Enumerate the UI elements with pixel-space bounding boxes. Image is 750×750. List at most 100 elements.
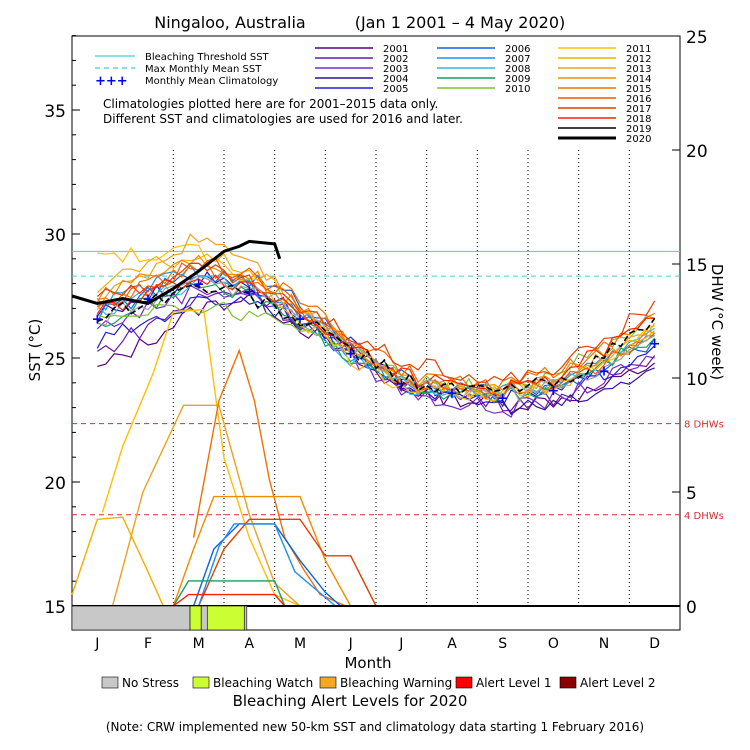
x-tick-label: A	[245, 636, 255, 652]
y-left-tick-label: 15	[44, 598, 66, 618]
dhw-series-2012	[71, 516, 164, 607]
year-legend-label: 2012	[626, 54, 651, 65]
y-left-tick-label: 20	[44, 474, 66, 494]
chart-title: Ningaloo, Australia	[154, 13, 305, 32]
x-tick-label: O	[548, 636, 559, 652]
climatology-point: +	[446, 386, 458, 402]
climatology-point: +	[142, 291, 154, 307]
chart-date-range: (Jan 1 2001 – 4 May 2020)	[355, 13, 566, 32]
sst-series-2009	[97, 282, 656, 404]
year-legend-label: 2010	[505, 84, 530, 95]
alert-bar-segment	[71, 605, 191, 631]
dhw-series-2013	[111, 404, 301, 607]
dhw-series-2017	[198, 518, 377, 607]
y-right-tick-label: 0	[686, 598, 697, 618]
climatology-point: +	[598, 363, 610, 379]
climatology-point: +	[547, 383, 559, 399]
sst-series-2019-black	[97, 284, 656, 395]
legend-label: Bleaching Threshold SST	[145, 52, 270, 63]
dhw-series-2014	[172, 495, 352, 607]
year-legend-label: 2015	[626, 84, 651, 95]
sst-series-2016	[97, 257, 656, 400]
climatology-point: +	[345, 346, 357, 362]
year-legend-label: 2011	[626, 44, 651, 55]
year-legend-label: 2018	[626, 114, 651, 125]
y-right-tick-label: 20	[686, 142, 708, 162]
climatology-note: Different SST and climatologies are used…	[103, 112, 463, 126]
sst-series-2015	[97, 261, 655, 395]
year-legend-label: 2013	[626, 64, 651, 75]
year-legend-label: 2004	[383, 74, 408, 85]
x-tick-label: A	[447, 636, 457, 652]
year-legend-label: 2007	[505, 54, 530, 65]
sst-series-2019	[97, 274, 655, 403]
x-tick-label: M	[193, 636, 205, 652]
y-right-axis-title: DHW (°C week)	[708, 264, 726, 380]
alert-legend-title: Bleaching Alert Levels for 2020	[233, 692, 468, 710]
year-legend-label: 2009	[505, 74, 530, 85]
y-left-axis-title: SST (°C)	[26, 319, 44, 382]
y-right-tick-label: 15	[686, 256, 708, 276]
dhw-series-2018	[172, 593, 286, 607]
year-legend-label: 2001	[383, 44, 408, 55]
sst-series-2017	[96, 262, 656, 384]
climatology-point: +	[91, 311, 103, 327]
legend-swatch: +++	[95, 74, 128, 89]
dhw-series-2015	[192, 348, 346, 607]
y-left-tick-label: 25	[44, 350, 66, 370]
year-legend-label: 2003	[383, 64, 408, 75]
year-legend-label: 2017	[626, 104, 651, 115]
climatology-point: +	[243, 284, 255, 300]
footnote: (Note: CRW implemented new 50-km SST and…	[105, 720, 645, 734]
climatology-point: +	[193, 277, 205, 293]
dhw-series-2011	[101, 308, 301, 607]
year-legend-label: 2014	[626, 74, 651, 85]
dhw-threshold-label: 8 DHWs	[684, 420, 724, 431]
climatology-point: +	[294, 311, 306, 327]
x-tick-label: J	[348, 636, 353, 652]
alert-bar-segment	[243, 605, 248, 631]
x-tick-label: D	[649, 636, 660, 652]
dhw-threshold-label: 4 DHWs	[684, 511, 724, 522]
climatology-point: +	[497, 391, 509, 407]
y-left-tick-label: 35	[44, 102, 66, 122]
alert-legend-label: Bleaching Warning	[340, 676, 452, 690]
climatology-note: Climatologies plotted here are for 2001–…	[103, 97, 438, 111]
alert-bar-segment	[189, 605, 202, 631]
x-tick-label: J	[94, 636, 99, 652]
year-legend-label: 2020	[626, 134, 651, 145]
sst-series-2020	[71, 239, 282, 306]
climatology-point: +	[649, 336, 661, 352]
alert-bar-segment	[206, 605, 245, 631]
year-legend-label: 2006	[505, 44, 530, 55]
year-legend-label: 2005	[383, 84, 408, 95]
year-legend-label: 2019	[626, 124, 651, 135]
alert-legend-swatch	[559, 676, 577, 689]
alert-legend-swatch	[101, 676, 119, 689]
x-axis-title: Month	[344, 654, 391, 672]
year-legend-label: 2002	[383, 54, 408, 65]
sst-series-2011	[97, 243, 655, 401]
alert-legend-label: No Stress	[122, 676, 179, 690]
y-left-tick-label: 30	[44, 226, 66, 246]
y-right-tick-label: 5	[686, 484, 697, 504]
alert-legend-label: Alert Level 2	[580, 676, 656, 690]
year-legend-label: 2008	[505, 64, 530, 75]
dhw-series-2009	[172, 580, 286, 607]
alert-legend-swatch	[455, 676, 473, 689]
sst-series-2002	[97, 287, 656, 412]
alert-legend-swatch	[319, 676, 337, 689]
x-tick-label: J	[398, 636, 403, 652]
x-tick-label: N	[599, 636, 609, 652]
alert-legend-label: Alert Level 1	[476, 676, 552, 690]
y-right-tick-label: 25	[686, 28, 708, 48]
x-tick-label: S	[498, 636, 507, 652]
sst-series-2005	[96, 296, 656, 408]
alert-legend-swatch	[192, 676, 210, 689]
legend-label: Monthly Mean Climatology	[145, 76, 278, 87]
x-tick-label: F	[144, 636, 152, 652]
x-tick-label: M	[294, 636, 306, 652]
alert-bar-segment	[200, 605, 208, 631]
dhw-series-2006	[192, 523, 342, 607]
